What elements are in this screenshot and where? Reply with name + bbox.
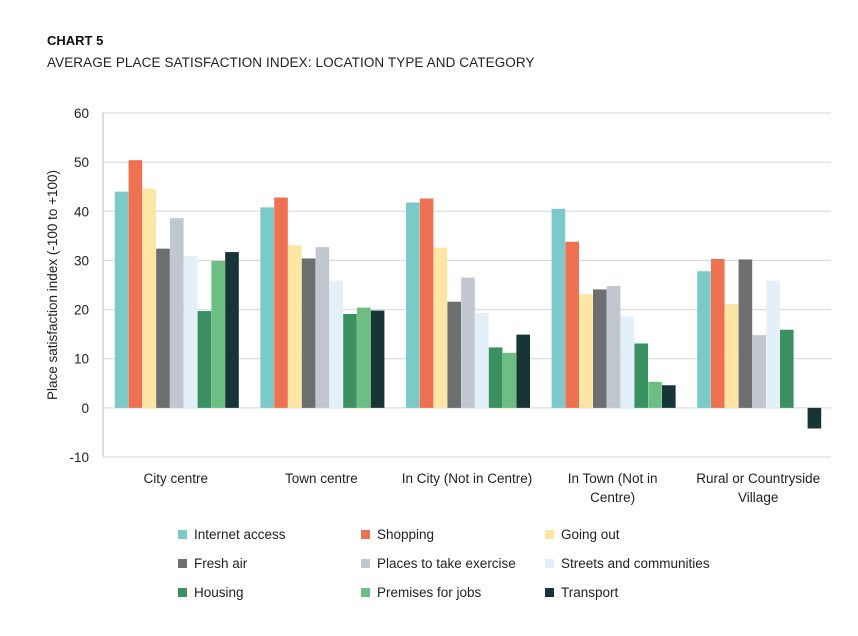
- legend-swatch: [545, 559, 554, 568]
- legend-swatch: [361, 588, 370, 597]
- bar: [461, 277, 475, 408]
- bar: [406, 202, 420, 408]
- legend-item: Streets and communities: [545, 556, 710, 571]
- y-tick-label: 30: [74, 253, 89, 268]
- bar: [274, 197, 288, 408]
- chart-number-label: CHART 5: [47, 33, 104, 48]
- legend-label: Internet access: [194, 527, 286, 542]
- legend-label: Places to take exercise: [377, 556, 516, 571]
- bar: [211, 260, 225, 408]
- legend-item: Transport: [545, 585, 618, 600]
- legend-label: Fresh air: [194, 556, 248, 571]
- x-category-label: Town centre: [285, 471, 358, 486]
- y-tick-label: 50: [74, 155, 89, 170]
- bar: [516, 334, 530, 408]
- bar-chart: 60 50 40 30 20 10 0 -10 Place satisfaction index…: [45, 106, 831, 505]
- legend-swatch: [178, 588, 187, 597]
- bar: [606, 285, 621, 408]
- bar: [579, 294, 593, 408]
- bar: [114, 191, 129, 408]
- bar: [197, 311, 212, 408]
- legend-swatch: [178, 530, 187, 539]
- bar: [724, 304, 739, 408]
- bar: [343, 313, 357, 408]
- legend-label: Shopping: [377, 527, 435, 542]
- bar: [502, 352, 517, 408]
- legend-item: Going out: [545, 527, 620, 542]
- legend-item: Shopping: [361, 527, 434, 542]
- legend-swatch: [545, 530, 554, 539]
- y-tick-label: 60: [74, 106, 89, 121]
- bar: [260, 207, 274, 408]
- legend-item: Fresh air: [178, 556, 247, 571]
- bar: [288, 245, 302, 408]
- bar: [634, 343, 648, 408]
- bar: [766, 280, 780, 408]
- y-tick-label: 0: [81, 401, 89, 416]
- legend-swatch: [361, 530, 370, 539]
- bar: [315, 247, 330, 408]
- x-category-label: City centre: [144, 471, 209, 486]
- bar: [301, 258, 316, 408]
- bar: [565, 241, 579, 408]
- legend-label: Transport: [561, 585, 619, 600]
- bar: [156, 248, 170, 408]
- bar: [711, 258, 725, 408]
- legend-label: Going out: [561, 527, 620, 542]
- legend-swatch: [178, 559, 187, 568]
- bar: [329, 281, 343, 408]
- legend-item: Premises for jobs: [361, 585, 481, 600]
- bar: [752, 335, 766, 408]
- bar: [370, 310, 385, 408]
- legend-swatch: [545, 588, 554, 597]
- bar: [593, 289, 607, 408]
- bar: [357, 307, 371, 408]
- bar: [488, 347, 503, 408]
- bar: [780, 329, 794, 408]
- bar: [128, 160, 143, 408]
- bar: [225, 252, 239, 408]
- bar: [419, 198, 434, 408]
- legend-swatch: [361, 559, 370, 568]
- bar: [183, 256, 198, 408]
- bar: [697, 271, 711, 408]
- chart-title: AVERAGE PLACE SATISFACTION INDEX: LOCATI…: [47, 55, 535, 70]
- x-category-label: Village: [738, 490, 778, 505]
- y-tick-label: 40: [74, 204, 89, 219]
- legend-item: Housing: [178, 585, 244, 600]
- bar: [433, 247, 448, 408]
- bar: [648, 381, 662, 408]
- bar: [738, 259, 753, 408]
- legend-label: Premises for jobs: [377, 585, 482, 600]
- bar: [475, 313, 489, 408]
- x-category-label: Centre): [590, 490, 635, 505]
- y-tick-label: -10: [69, 450, 89, 465]
- x-category-label: In City (Not in Centre): [402, 471, 533, 486]
- bar: [142, 188, 156, 408]
- y-tick-label: 10: [74, 352, 89, 367]
- legend-label: Streets and communities: [561, 556, 710, 571]
- legend-item: Internet access: [178, 527, 286, 542]
- bar: [551, 208, 566, 408]
- y-tick-label: 20: [74, 303, 89, 318]
- bar: [807, 407, 822, 429]
- x-category-label: In Town (Not in: [568, 471, 658, 486]
- y-axis-title: Place satisfaction index (-100 to +100): [45, 170, 60, 400]
- bar: [662, 385, 676, 408]
- x-category-label: Rural or Countryside: [696, 471, 820, 486]
- legend-item: Places to take exercise: [361, 556, 516, 571]
- bar: [447, 301, 461, 408]
- bar: [620, 316, 635, 408]
- legend-label: Housing: [194, 585, 244, 600]
- bar: [170, 218, 184, 408]
